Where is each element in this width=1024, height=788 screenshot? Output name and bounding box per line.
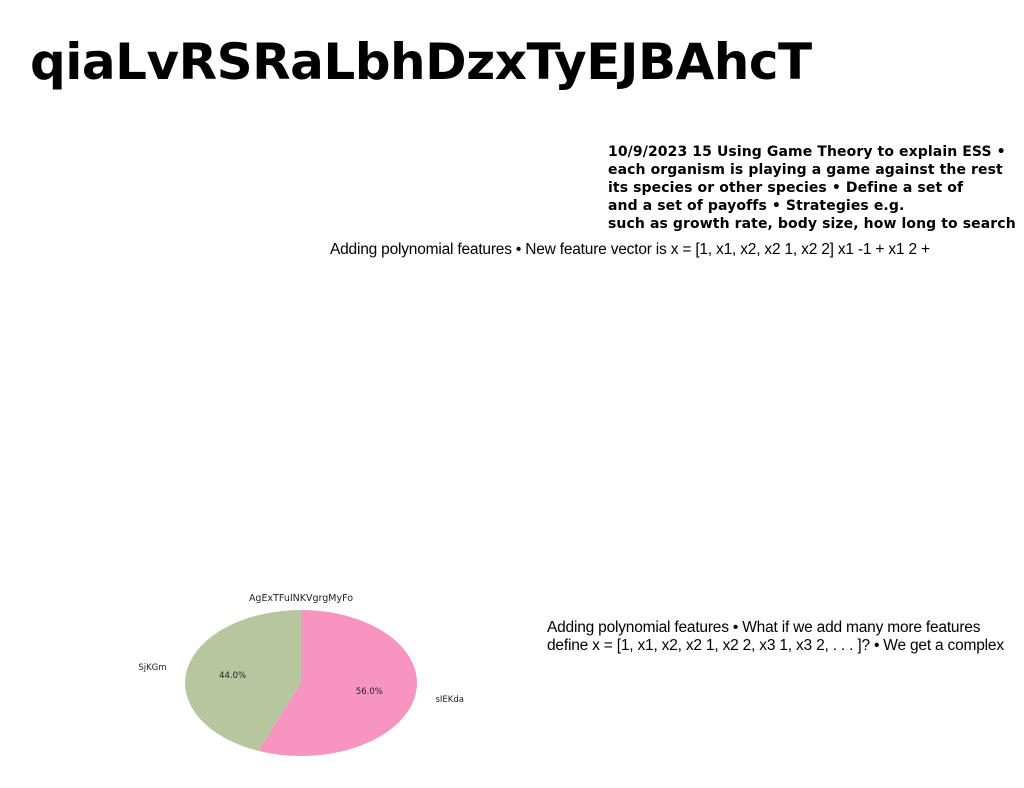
game-theory-line: and a set of payoffs • Strategies e.g. [608,198,905,214]
chart-title: AgExTFuINKVgrgMyFo [249,593,353,604]
polynomial-features-note-2: Adding polynomial features • What if we … [547,619,1004,655]
polynomial-line: define x = [1, x1, x2, x2 1, x2 2, x3 1,… [547,637,1004,654]
pie-slices [184,610,417,756]
pie-slice-category-label: sIEKda [435,695,463,705]
pie-labels: 56.0% sIEKda 44.0% SjKGm [138,663,464,705]
pie-slice-SjKGm [184,610,301,751]
pie-slice-percent-label: 56.0% [356,687,383,697]
polynomial-line: Adding polynomial features • What if we … [547,619,981,636]
pie-slice-percent-label: 44.0% [219,671,246,681]
pie-slice-sIEKda [258,610,417,756]
game-theory-line: its species or other species • Define a … [608,180,964,196]
game-theory-line: 10/9/2023 15 Using Game Theory to explai… [608,144,1006,160]
game-theory-line: such as growth rate, body size, how long… [608,216,1016,232]
pie-slice-category-label: SjKGm [138,663,166,673]
page-title: qiaLvRSRaLbhDzxTyEJBAhcT [30,33,812,91]
pie-chart-svg: AgExTFuINKVgrgMyFo 56.0% sIEKda 44.0% SjKGm [138,593,464,756]
game-theory-note: 10/9/2023 15 Using Game Theory to explai… [608,143,1024,233]
game-theory-line: each organism is playing a game against … [608,162,1003,178]
polynomial-features-note-1: Adding polynomial features • New feature… [330,241,930,258]
pie-chart: AgExTFuINKVgrgMyFo 56.0% sIEKda 44.0% SjKGm [130,585,490,765]
